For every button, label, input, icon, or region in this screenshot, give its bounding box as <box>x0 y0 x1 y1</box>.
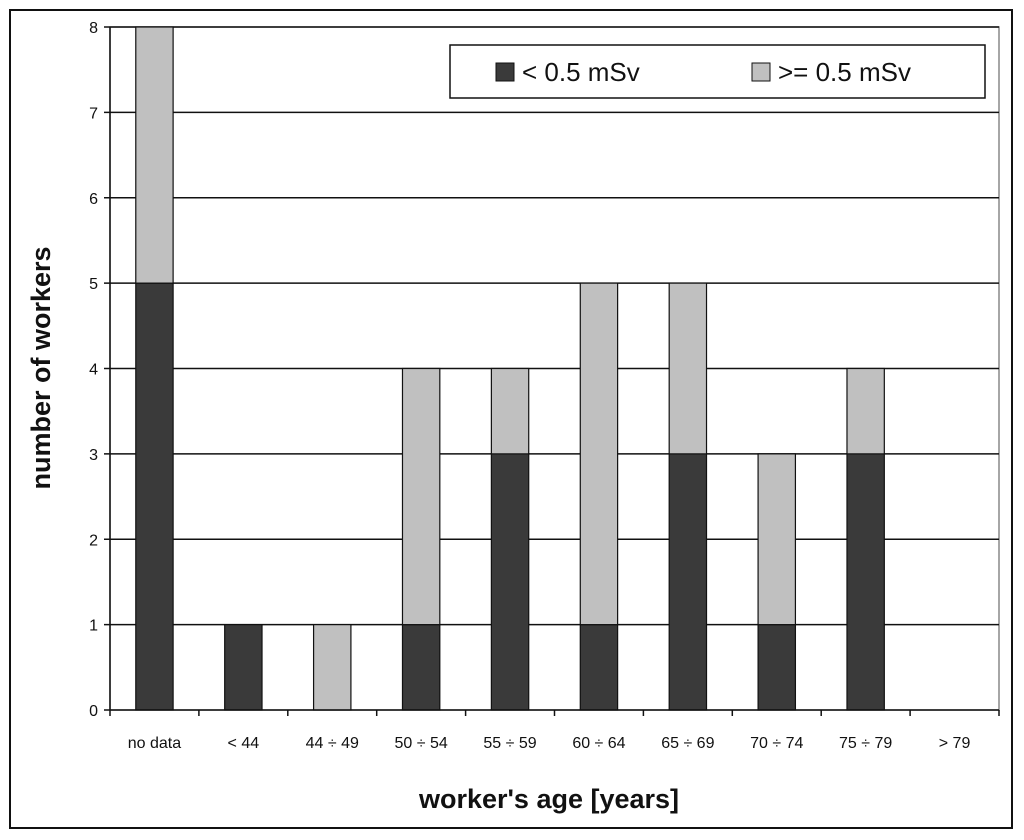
y-tick-label: 8 <box>89 20 98 37</box>
y-tick-label: 3 <box>89 447 98 464</box>
x-tick-label: 50 ÷ 54 <box>395 735 448 752</box>
legend-label-high-dose: >= 0.5 mSv <box>778 57 911 87</box>
bar-segment-high-dose <box>490 367 530 455</box>
legend: < 0.5 mSv >= 0.5 mSv <box>449 44 986 99</box>
y-tick-label: 1 <box>89 618 98 635</box>
y-tick-label: 4 <box>89 362 98 379</box>
bar-segment-low-dose <box>401 624 441 711</box>
y-tick-label: 7 <box>89 105 98 122</box>
bars-group <box>135 26 885 711</box>
bar-segment-low-dose <box>668 453 708 711</box>
legend-swatch-high-dose <box>751 62 771 82</box>
y-tick-label: 2 <box>89 532 98 549</box>
x-tick-label: 44 ÷ 49 <box>306 735 359 752</box>
legend-box <box>449 44 986 99</box>
y-ticks: 0 1 2 3 4 5 6 7 8 <box>89 20 110 720</box>
bar-segment-high-dose <box>846 367 885 455</box>
bar-segment-low-dose <box>224 624 263 711</box>
x-tick-label: 70 ÷ 74 <box>750 735 803 752</box>
bar-segment-high-dose <box>135 26 174 284</box>
x-axis-title: worker's age [years] <box>418 784 679 814</box>
y-tick-label: 6 <box>89 191 98 208</box>
bar-segment-high-dose <box>579 282 619 626</box>
bar-segment-high-dose <box>401 367 441 626</box>
y-tick-label: 5 <box>89 276 98 293</box>
legend-swatch-low-dose <box>495 62 515 82</box>
x-tick-label: 60 ÷ 64 <box>572 735 625 752</box>
bar-segment-low-dose <box>490 453 530 711</box>
y-tick-label: 0 <box>89 703 98 720</box>
bar-segment-high-dose <box>312 624 352 711</box>
y-axis-title: number of workers <box>26 246 56 489</box>
bar-segment-low-dose <box>135 282 174 711</box>
x-tick-label: 65 ÷ 69 <box>661 735 714 752</box>
bar-segment-low-dose <box>846 453 885 711</box>
x-tick-label: 75 ÷ 79 <box>839 735 892 752</box>
x-tick-label: > 79 <box>939 735 971 752</box>
legend-label-low-dose: < 0.5 mSv <box>522 57 640 87</box>
x-ticks: no data < 44 44 ÷ 49 50 ÷ 54 55 ÷ 59 60 ÷ 64 6… <box>109 710 1000 752</box>
bar-segment-low-dose <box>757 624 797 711</box>
bar-segment-high-dose <box>668 282 708 455</box>
bar-segment-high-dose <box>757 453 797 626</box>
x-tick-label: no data <box>128 735 181 752</box>
x-tick-label: < 44 <box>228 735 260 752</box>
bar-segment-low-dose <box>579 624 619 711</box>
x-tick-label: 55 ÷ 59 <box>483 735 536 752</box>
